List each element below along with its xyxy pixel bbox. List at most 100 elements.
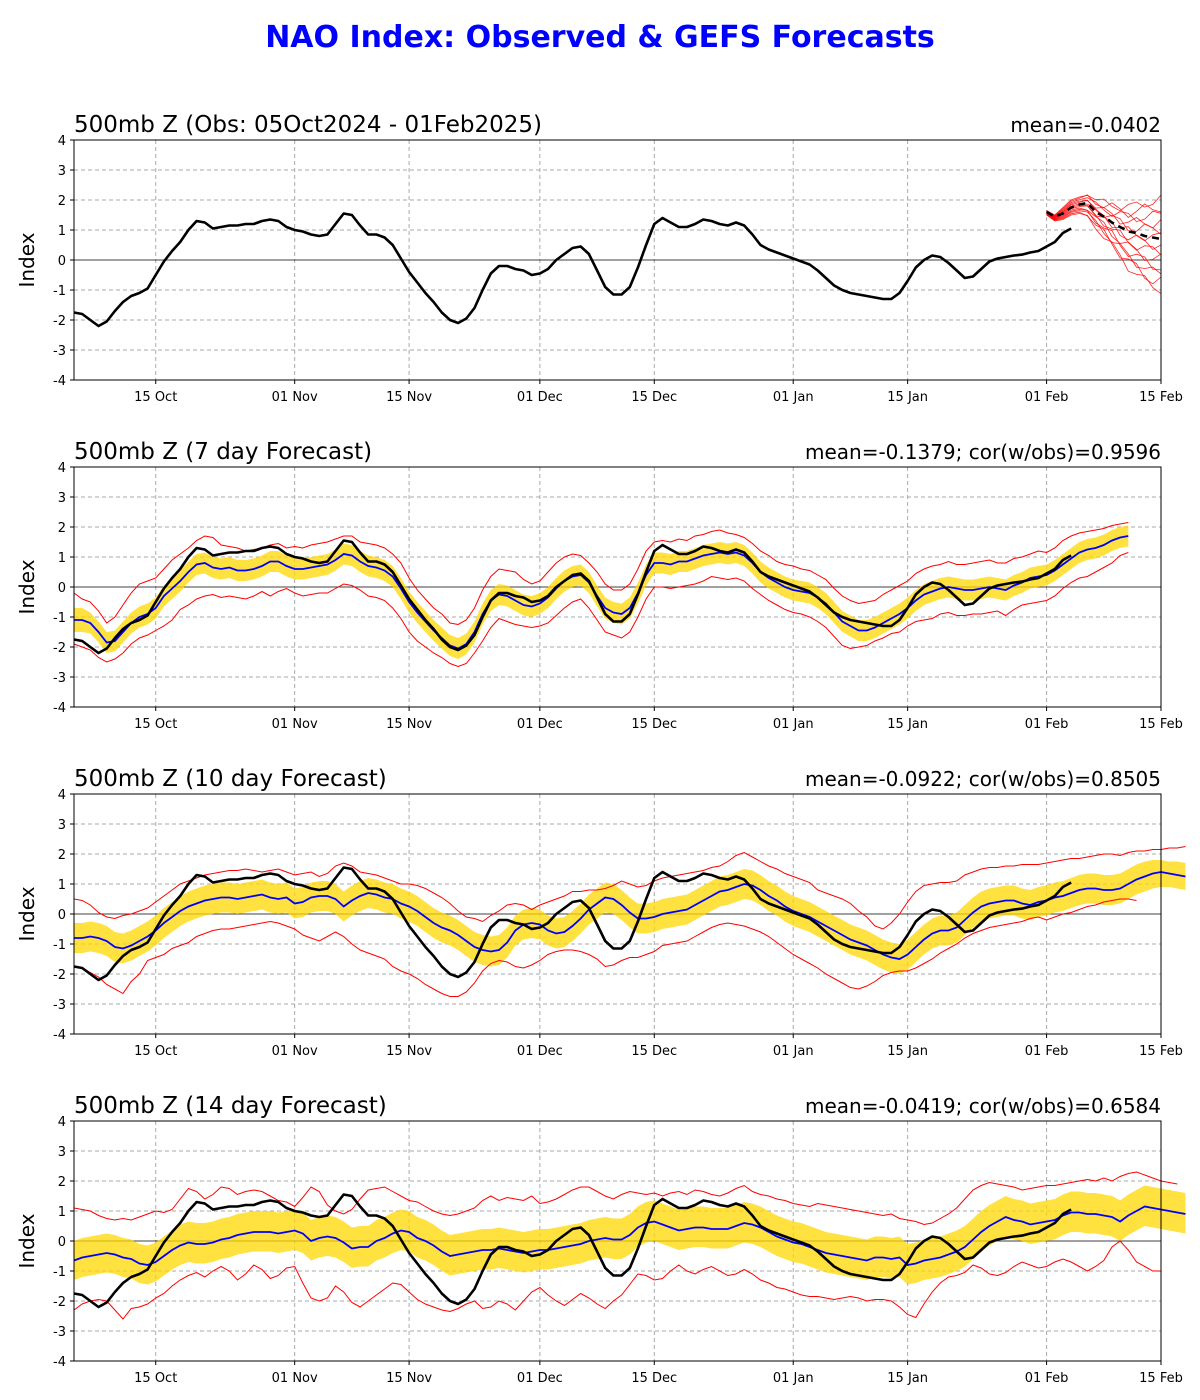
x-tick-label: 15 Nov [386,1371,432,1386]
spread-band [74,525,1129,659]
members-upper-line [73,846,1186,930]
x-tick-label: 15 Feb [1139,1371,1183,1386]
y-tick-label: -2 [53,641,66,656]
x-tick-label: 15 Nov [386,390,432,405]
gefs-forecast-line [1045,201,1162,241]
x-tick-label: 01 Jan [773,390,814,405]
x-tick-label: 15 Feb [1139,390,1183,405]
observed-line [73,866,1072,982]
y-tick-label: -1 [53,938,66,953]
y-tick-label: 0 [58,1235,66,1250]
y-axis-label: Index [15,1213,39,1268]
y-tick-label: 4 [58,788,66,803]
x-tick-label: 01 Feb [1025,1044,1069,1059]
panel-title: 500mb Z (14 day Forecast) [74,1093,387,1119]
plot-area [73,846,1186,997]
y-tick-label: 3 [58,491,66,506]
y-tick-label: 3 [58,818,66,833]
x-tick-label: 01 Feb [1025,1371,1069,1386]
y-tick-label: -1 [53,1265,66,1280]
y-tick-label: 0 [58,254,66,269]
y-tick-label: -1 [53,611,66,626]
forecast-member-line [1046,207,1162,261]
forecast-member-line [1046,210,1162,275]
y-tick-label: 2 [58,521,66,536]
grid [74,140,1161,380]
x-tick-label: 01 Jan [773,717,814,732]
panel-title: 500mb Z (7 day Forecast) [74,439,372,465]
y-tick-label: 1 [58,1205,66,1220]
panel-1: -4 -3 -2 -1 0 1 2 3 4 15 Oct 01 Nov 15 Nov 01 Dec 15 … [15,112,1183,405]
y-tick-label: 0 [58,581,66,596]
y-tick-label: -4 [53,701,66,716]
x-tick-label: 15 Dec [631,390,677,405]
panel-stats: mean=-0.0922; cor(w/obs)=0.8505 [805,767,1161,791]
x-tick-label: 01 Dec [517,390,563,405]
grid [74,467,1161,707]
x-tick-label: 15 Dec [631,1044,677,1059]
panel-stats: mean=-0.1379; cor(w/obs)=0.9596 [805,440,1161,464]
panel-stats: mean=-0.0402 [1010,113,1161,137]
x-tick-label: 15 Oct [134,1371,177,1386]
ensemble-mean-line [74,535,1129,650]
panel-stats: mean=-0.0419; cor(w/obs)=0.6584 [805,1094,1161,1118]
y-tick-label: -3 [53,1325,66,1340]
x-tick-label: 01 Nov [272,717,318,732]
y-tick-label: -4 [53,1355,66,1370]
y-axis-label: Index [15,559,39,614]
observed-line [73,1193,1072,1309]
y-tick-label: 1 [58,551,66,566]
figure-title: NAO Index: Observed & GEFS Forecasts [265,20,935,55]
x-tick-label: 01 Nov [272,1371,318,1386]
panel-title: 500mb Z (Obs: 05Oct2024 - 01Feb2025) [74,112,542,138]
y-tick-label: 3 [58,164,66,179]
observed-line [73,212,1072,328]
y-tick-label: -4 [53,1028,66,1043]
x-tick-label: 01 Dec [517,1044,563,1059]
y-axis-label: Index [15,232,39,287]
ensemble-mean-line [74,871,1186,960]
y-tick-label: 4 [58,461,66,476]
y-tick-label: 0 [58,908,66,923]
forecast-member-line [1046,205,1162,256]
plot-area [73,194,1162,328]
x-tick-label: 15 Oct [134,717,177,732]
x-tick-label: 01 Jan [773,1371,814,1386]
y-tick-label: 1 [58,224,66,239]
panel-4: -4 -3 -2 -1 0 1 2 3 4 15 Oct 01 Nov 15 Nov 01 Dec 15 … [15,1093,1186,1386]
ensemble-mean-line [73,1205,1186,1266]
x-tick-label: 15 Oct [134,390,177,405]
y-tick-label: -3 [53,998,66,1013]
x-tick-label: 01 Nov [272,390,318,405]
y-tick-label: 3 [58,1145,66,1160]
forecast-member-line [1046,208,1162,271]
x-tick-label: 15 Dec [631,717,677,732]
plot-area [73,1171,1186,1320]
x-tick-label: 15 Oct [134,1044,177,1059]
panel-3: -4 -3 -2 -1 0 1 2 3 4 15 Oct 01 Nov 15 Nov 01 Dec 15 … [15,766,1186,1059]
x-tick-label: 01 Dec [517,1371,563,1386]
forecast-member-line [1046,211,1162,285]
y-tick-label: -2 [53,1295,66,1310]
forecast-member-line [1046,194,1162,219]
x-tick-label: 01 Jan [773,1044,814,1059]
x-tick-label: 15 Jan [887,390,928,405]
x-tick-label: 15 Nov [386,1044,432,1059]
y-tick-label: 2 [58,1175,66,1190]
y-tick-label: -3 [53,671,66,686]
x-tick-label: 15 Feb [1139,717,1183,732]
x-tick-label: 15 Nov [386,717,432,732]
y-axis-label: Index [15,886,39,941]
x-tick-label: 01 Feb [1025,390,1069,405]
x-tick-label: 01 Nov [272,1044,318,1059]
x-tick-label: 01 Feb [1025,717,1069,732]
forecast-member-line [1046,194,1162,216]
y-tick-label: 1 [58,878,66,893]
forecast-member-line [1046,199,1162,235]
x-tick-label: 15 Dec [631,1371,677,1386]
members-lower-line [73,552,1129,668]
y-tick-label: -3 [53,344,66,359]
y-tick-label: 4 [58,1115,66,1130]
panel-title: 500mb Z (10 day Forecast) [74,766,387,792]
